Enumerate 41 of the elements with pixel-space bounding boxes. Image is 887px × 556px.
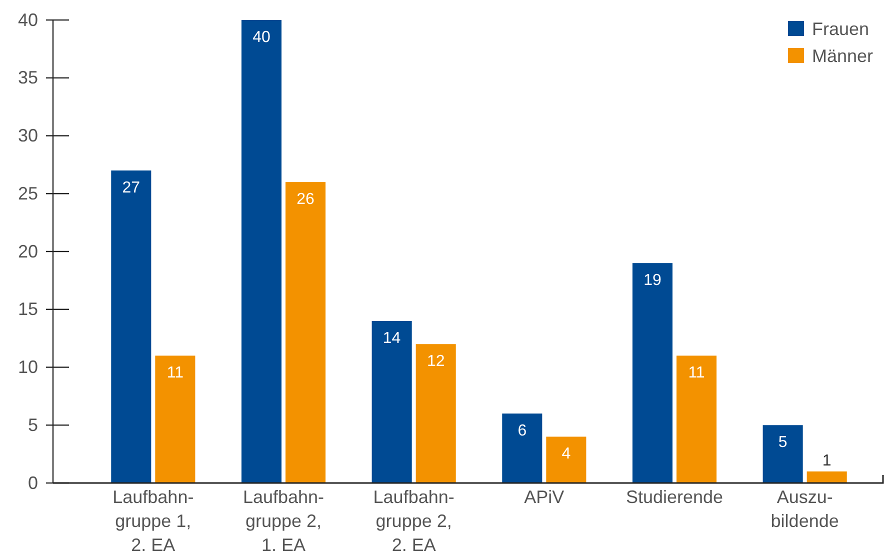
x-tick-label: Laufbahn- gruppe 1, 2. EA — [112, 487, 194, 555]
y-tick-label: 40 — [18, 10, 38, 30]
data-label: 14 — [382, 330, 401, 347]
y-tick-label: 5 — [28, 414, 38, 435]
bar — [632, 263, 672, 483]
data-label: 4 — [562, 446, 571, 463]
bar — [241, 20, 282, 483]
x-tick-label: Laufbahn- gruppe 2, 1. EA — [242, 487, 324, 555]
data-label: 26 — [296, 191, 315, 208]
bar — [502, 414, 542, 483]
bar — [111, 170, 152, 483]
data-label: 11 — [688, 364, 705, 382]
x-tick-label: Studierende — [626, 487, 724, 507]
bar — [676, 356, 717, 483]
x-tick-label: Auszu- bildende — [770, 487, 839, 531]
y-tick-label: 25 — [18, 183, 38, 204]
bar — [546, 436, 586, 483]
bar — [155, 356, 196, 483]
bar — [416, 344, 456, 483]
data-label: 19 — [644, 272, 662, 290]
data-label: 1 — [822, 452, 832, 470]
legend-label: Männer — [812, 46, 874, 66]
x-tick-label: Laufbahn- gruppe 2, 2. EA — [373, 487, 454, 555]
y-tick-label: 10 — [18, 357, 38, 378]
data-label: 6 — [518, 422, 527, 440]
y-tick-label: 20 — [18, 241, 38, 262]
data-label: 12 — [426, 353, 445, 370]
bar — [286, 182, 326, 483]
data-label: 27 — [122, 179, 140, 196]
data-label: 11 — [166, 364, 184, 382]
y-tick-label: 30 — [18, 126, 38, 146]
bar — [762, 425, 803, 483]
bar — [372, 320, 412, 483]
data-label: 5 — [778, 434, 788, 452]
x-tick-label: APiV — [524, 487, 564, 507]
bar — [806, 471, 847, 483]
y-tick-label: 35 — [18, 68, 38, 88]
data-label: 40 — [252, 29, 270, 46]
y-tick-label: 15 — [18, 299, 38, 320]
legend-label: Frauen — [812, 18, 870, 39]
y-tick-label: 0 — [28, 472, 38, 493]
